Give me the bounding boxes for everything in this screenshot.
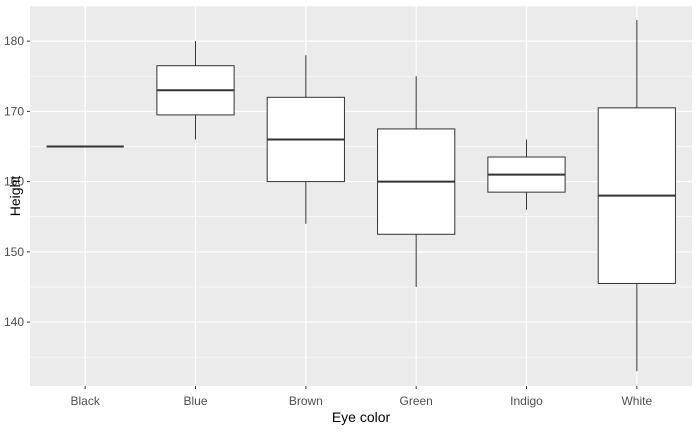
box-white — [597, 20, 676, 372]
x-tick-label: Blue — [183, 394, 207, 408]
box-green — [377, 76, 456, 287]
y-tick-label: 170 — [4, 104, 24, 118]
y-tick-label: 150 — [4, 245, 24, 259]
y-tick-label: 160 — [4, 175, 24, 189]
x-tick-label: Green — [399, 394, 432, 408]
y-tick-label: 180 — [4, 34, 24, 48]
x-axis: Black Blue Brown Green Indigo White — [70, 386, 652, 408]
x-tick-label: White — [621, 394, 652, 408]
box-indigo — [487, 139, 566, 210]
x-tick-label: Brown — [289, 394, 323, 408]
grid-minor — [30, 5, 692, 358]
y-axis: 140 150 160 170 180 — [4, 34, 30, 329]
box-brown — [266, 55, 345, 224]
x-tick-label: Indigo — [510, 394, 543, 408]
x-axis-title: Eye color — [332, 409, 391, 425]
y-tick-label: 140 — [4, 315, 24, 329]
y-axis-title: Height — [7, 176, 23, 217]
box-blue — [156, 41, 235, 140]
boxes — [46, 20, 676, 372]
plot-panel — [30, 6, 692, 386]
x-tick-label: Black — [70, 394, 100, 408]
